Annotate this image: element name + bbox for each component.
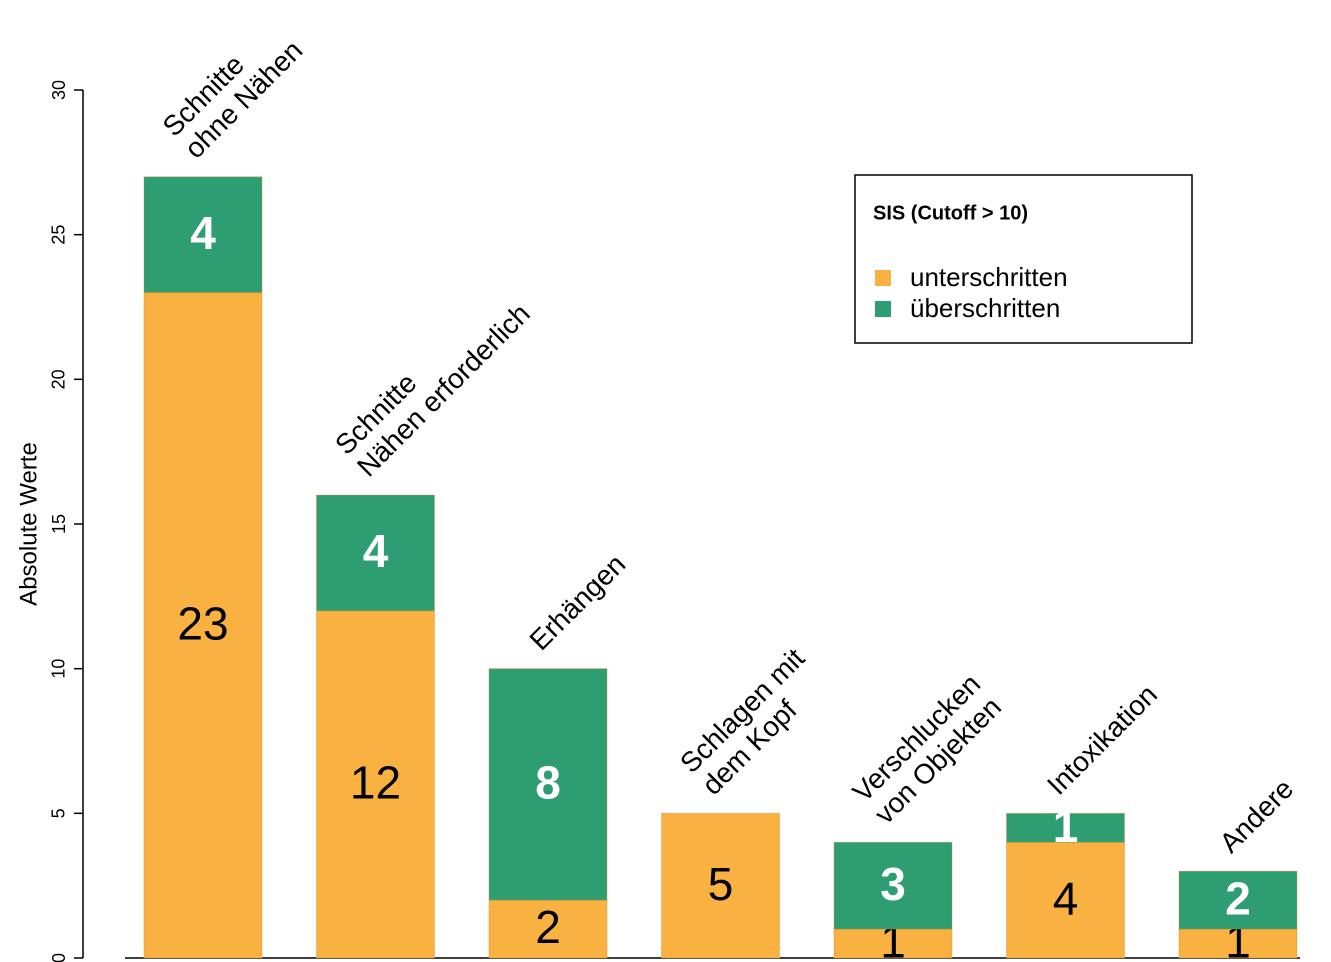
value-label: 1 <box>1053 800 1079 852</box>
bar-segment <box>1006 812 1125 843</box>
bar-segment <box>833 841 953 930</box>
bar-segment <box>143 176 263 294</box>
value-label: 8 <box>535 757 561 809</box>
bar-segment <box>661 812 780 959</box>
y-tick-label: 0 <box>49 953 69 962</box>
legend-swatch <box>875 301 891 317</box>
value-label: 4 <box>1053 872 1079 924</box>
bar-segment <box>1178 870 1298 930</box>
y-tick-label: 5 <box>49 808 69 818</box>
y-tick-label: 10 <box>49 659 69 679</box>
value-label: 4 <box>363 525 389 577</box>
category-label: Andere <box>1214 773 1300 859</box>
bar-segment <box>488 668 608 901</box>
value-label: 23 <box>177 597 228 649</box>
y-tick-label: 20 <box>49 369 69 389</box>
bar-segment <box>833 928 953 959</box>
value-label: 12 <box>350 757 401 809</box>
category-label: Erhängen <box>524 548 632 656</box>
value-label: 4 <box>190 207 216 259</box>
y-tick-label: 30 <box>49 80 69 100</box>
value-label: 2 <box>535 901 561 953</box>
value-label: 2 <box>1225 872 1251 924</box>
legend-swatch <box>875 270 891 286</box>
value-label: 3 <box>880 858 906 910</box>
y-tick-label: 15 <box>49 514 69 534</box>
bar-segment <box>488 899 608 959</box>
legend-title: SIS (Cutoff > 10) <box>873 202 1028 224</box>
bar-segment <box>316 610 435 959</box>
y-tick-label: 25 <box>49 225 69 245</box>
legend-label: überschritten <box>910 293 1060 323</box>
bar-segment <box>316 494 435 612</box>
y-axis-label: Absolute Werte <box>15 442 42 606</box>
category-label: Intoxikation <box>1041 679 1163 801</box>
bar-segment <box>143 292 263 959</box>
bar-segment <box>1006 841 1125 959</box>
legend-box <box>854 174 1193 344</box>
legend-label: unterschritten <box>910 262 1068 292</box>
value-label: 5 <box>708 858 734 910</box>
